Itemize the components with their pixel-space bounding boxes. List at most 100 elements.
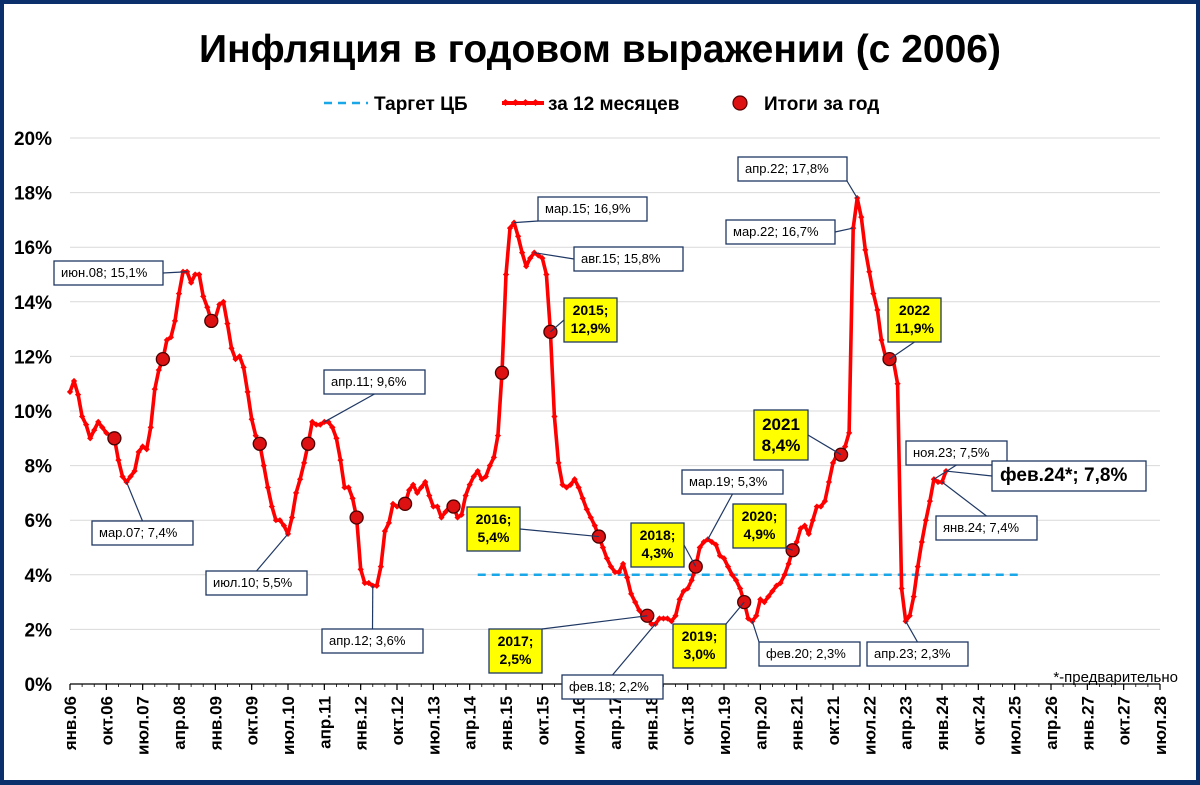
y-tick-label: 6% <box>25 511 53 532</box>
y-tick-label: 16% <box>14 238 52 259</box>
x-tick-label: янв.24 <box>933 695 952 751</box>
x-tick-label: апр.17 <box>606 696 625 750</box>
x-tick-label: янв.18 <box>642 696 661 751</box>
footnote: *-предварительно <box>1053 669 1178 686</box>
annotation-leader <box>847 181 857 198</box>
y-tick-label: 0% <box>25 675 53 696</box>
y-tick-label: 14% <box>14 293 52 314</box>
annotation-label: 2018; <box>640 527 676 543</box>
x-tick-label: янв.27 <box>1078 696 1097 751</box>
annotation-label: 2015; <box>573 302 609 318</box>
annotation-label: авг.15; 15,8% <box>581 251 661 266</box>
x-tick-label: июл.10 <box>279 696 298 755</box>
x-tick-label: янв.12 <box>352 696 371 751</box>
x-tick-label: окт.27 <box>1115 696 1134 745</box>
y-tick-label: 12% <box>14 347 52 368</box>
x-tick-label: апр.14 <box>461 695 480 749</box>
annotation-leader <box>324 394 374 422</box>
inflation-chart: Инфляция в годовом выражении (с 2006) Та… <box>4 4 1196 780</box>
annotation-label: 4,9% <box>744 526 776 542</box>
annotation-label: фев.18; 2,2% <box>569 679 649 694</box>
annotation-leader <box>542 616 647 629</box>
legend-annual-swatch <box>733 96 747 110</box>
x-tick-label: апр.26 <box>1042 696 1061 750</box>
legend-target-label: Таргет ЦБ <box>374 94 468 115</box>
x-tick-label: июл.28 <box>1151 696 1170 755</box>
x-tick-label: апр.23 <box>897 696 916 750</box>
x-tick-label: окт.12 <box>388 696 407 745</box>
annotation-leader <box>613 624 656 675</box>
annotation-label: апр.23; 2,3% <box>874 646 951 661</box>
annual-point <box>399 497 412 510</box>
annotation-label: 2020; <box>742 508 778 524</box>
y-axis: 0%2%4%6%8%10%12%14%16%18%20% <box>14 129 52 696</box>
annotation-label: ноя.23; 7,5% <box>913 445 990 460</box>
annotation-label: апр.22; 17,8% <box>745 161 829 176</box>
x-tick-label: июл.22 <box>860 696 879 755</box>
legend: Таргет ЦБ за 12 месяцев Итоги за год <box>324 94 879 115</box>
x-tick-label: июл.25 <box>1006 696 1025 755</box>
annotation-label: мар.07; 7,4% <box>99 525 178 540</box>
y-tick-label: 8% <box>25 457 53 478</box>
x-tick-label: июл.13 <box>424 696 443 755</box>
annotation-leader <box>942 482 987 516</box>
annual-point <box>495 366 508 379</box>
x-tick-label: апр.08 <box>170 696 189 750</box>
monthly-point <box>503 271 509 277</box>
chart-frame: Инфляция в годовом выражении (с 2006) Та… <box>4 4 1196 780</box>
annotation-label: 2017; <box>498 633 534 649</box>
annotation-leader <box>808 435 841 455</box>
y-tick-label: 18% <box>14 184 52 205</box>
annotation-label: июн.08; 15,1% <box>61 265 148 280</box>
x-tick-label: янв.15 <box>497 696 516 751</box>
x-tick-label: апр.20 <box>751 696 770 750</box>
annotation-layer: июн.08; 15,1%мар.07; 7,4%июл.10; 5,5%апр… <box>54 157 1146 699</box>
annotation-leader <box>708 494 733 539</box>
y-tick-label: 2% <box>25 620 53 641</box>
annotation-leader <box>835 228 853 232</box>
annotation-label: 4,3% <box>642 545 674 561</box>
annotation-label: 11,9% <box>895 320 934 336</box>
annotation-leader <box>906 621 918 642</box>
legend-monthly-label: за 12 месяцев <box>548 94 679 115</box>
annotation-label: мар.15; 16,9% <box>545 201 631 216</box>
annotation-leader <box>520 529 599 537</box>
annual-point <box>302 437 315 450</box>
x-tick-label: июл.16 <box>570 696 589 755</box>
x-tick-label: июл.19 <box>715 696 734 755</box>
x-tick-label: янв.09 <box>206 696 225 751</box>
y-tick-label: 10% <box>14 402 52 423</box>
x-tick-label: янв.21 <box>788 696 807 751</box>
annotation-label: мар.22; 16,7% <box>733 224 819 239</box>
x-tick-label: янв.06 <box>61 696 80 751</box>
annual-point <box>350 511 363 524</box>
annotation-label: янв.24; 7,4% <box>943 520 1019 535</box>
annotation-label: 5,4% <box>478 529 510 545</box>
annotation-label: 8,4% <box>762 436 801 455</box>
annotation-label: мар.19; 5,3% <box>689 474 768 489</box>
x-tick-label: окт.06 <box>97 696 116 745</box>
annual-point <box>205 314 218 327</box>
x-tick-label: окт.15 <box>533 696 552 745</box>
annual-point <box>447 500 460 513</box>
x-tick-label: апр.11 <box>315 696 334 749</box>
annotation-label: 2021 <box>762 415 800 434</box>
annotation-label: 2019; <box>682 628 718 644</box>
annotation-leader <box>514 221 538 223</box>
annual-point <box>108 432 121 445</box>
x-tick-label: июл.07 <box>134 696 153 755</box>
annotation-label: фев.24*; 7,8% <box>1000 465 1127 486</box>
annotation-label: апр.11; 9,6% <box>331 374 407 389</box>
annual-point <box>156 353 169 366</box>
annotation-label: 3,0% <box>684 646 716 662</box>
annotation-leader <box>257 534 289 571</box>
annotation-leader <box>726 602 744 624</box>
y-tick-label: 20% <box>14 129 52 150</box>
annotation-label: 2016; <box>476 511 512 527</box>
annual-point <box>253 437 266 450</box>
x-tick-label: окт.21 <box>824 696 843 745</box>
annotation-label: 2,5% <box>500 651 532 667</box>
annotation-label: 12,9% <box>571 320 611 336</box>
chart-title: Инфляция в годовом выражении (с 2006) <box>199 28 1001 71</box>
x-tick-label: окт.24 <box>969 695 988 745</box>
